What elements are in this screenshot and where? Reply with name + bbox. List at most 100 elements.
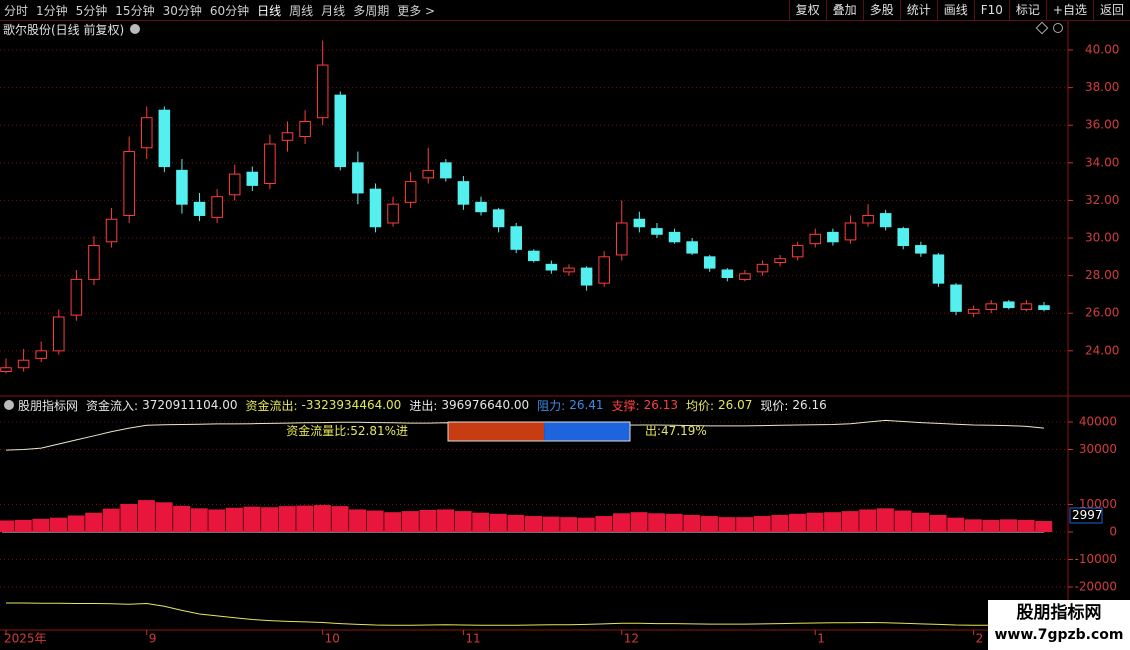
ratio-out-bar [544,422,630,441]
circle-icon[interactable] [1053,23,1063,33]
candle-body [176,169,188,205]
flow-bar [947,517,965,533]
toolbar-button[interactable]: 标记 [1008,0,1046,20]
flow-bar [507,514,525,533]
flow-bar [912,512,930,533]
flow-bar [296,505,314,533]
flow-bar [665,513,683,533]
flow-bar [14,519,32,533]
ratio-out-label: 出:47.19% [645,424,707,438]
flow-bar [753,516,771,533]
candle-body [739,273,751,280]
candle-body [211,196,223,218]
y-tick-label: 36.00 [1085,118,1119,132]
candle-body [1020,303,1033,310]
flow-bar [630,512,648,533]
flow-bar [736,517,754,533]
flow-bar [1017,519,1035,533]
y-tick-label: 34.00 [1085,155,1119,169]
y-tick-label: 30000 [1079,442,1117,456]
flow-bar [225,507,243,533]
candle-body [281,132,294,141]
candle-body [53,316,65,352]
flow-bar [454,511,472,533]
period-tab[interactable]: 1分钟 [36,3,68,18]
header-label: 资金流出: [245,398,298,413]
flow-bar [49,517,67,533]
flow-bar [683,514,701,533]
candle-body [545,263,558,271]
flow-bar [313,505,331,533]
candle-body [844,222,857,241]
period-tab[interactable]: 多周期 [353,3,390,18]
flow-bar [542,516,560,533]
toolbar-button[interactable]: 返回 [1092,0,1130,20]
flow-bar [67,515,85,533]
x-tick-label: 1 [817,632,825,646]
header-value: 26.13 [643,398,678,412]
flow-bar [771,514,789,533]
toolbar-button[interactable]: 画线 [936,0,974,20]
y-tick-label: 30.00 [1085,231,1119,245]
toolbar-button[interactable]: 叠加 [825,0,863,20]
candle-body [369,188,382,228]
header-label: 进出: [409,398,438,413]
period-tab[interactable]: 15分钟 [115,3,155,18]
period-tab[interactable]: 日线 [257,3,282,18]
flow-bar [718,517,736,533]
flow-bar [32,518,50,533]
period-tab[interactable]: 5分钟 [75,3,108,18]
candle-body [105,218,118,243]
candle-body [334,94,347,168]
candle-body [580,267,593,286]
candle-body [140,117,153,149]
flow-bar [243,506,261,533]
candle-body [756,263,769,273]
candle-body [985,303,997,310]
flow-bar [982,519,1000,533]
dropdown-icon[interactable] [4,400,14,410]
flow-bar [489,513,507,533]
y-tick-label: 38.00 [1085,80,1119,94]
flow-bar [102,508,120,533]
toolbar-buttons: 复权 叠加 多股 统计 画线 F10 标记 +自选 返回 [788,0,1130,20]
flow-bar [929,514,947,533]
toolbar-button[interactable]: 复权 [788,0,826,20]
ratio-in-label: 资金流量比:52.81%进 [286,423,408,438]
period-tab[interactable]: 月线 [321,3,346,18]
period-tab[interactable]: 更多 > [397,3,436,18]
y-tick-label: 28.00 [1085,268,1119,282]
y-tick-label: 32.00 [1085,193,1119,207]
flow-bar [876,508,894,533]
x-tick-label: 2025年 [4,632,47,646]
candle-body [422,169,435,179]
period-tab[interactable]: 周线 [289,3,314,18]
toolbar-button[interactable]: 统计 [899,0,937,20]
candle-body [193,201,206,216]
dropdown-icon[interactable] [130,24,141,34]
ratio-frame [447,421,631,442]
candle-body [967,308,980,314]
candle-body [228,173,241,196]
toolbar-button[interactable]: F10 [973,0,1009,20]
header-label: 阻力: [537,398,566,413]
period-tab[interactable]: 60分钟 [209,3,250,18]
candle-body [404,181,417,203]
header-label: 支撑: [611,398,640,413]
candle-body [1038,305,1050,310]
indicator-header: 股朋指标网 资金流入: 3720911104.00 资金流出: -3323934464… [4,397,827,413]
candle-body [264,143,276,185]
header-label: 均价: [685,398,715,413]
candle-body [615,222,628,256]
period-tab[interactable]: 分时 [4,3,29,18]
toolbar-button[interactable]: 多股 [862,0,900,20]
flow-bar [648,513,666,533]
period-tab[interactable]: 30分钟 [162,3,202,18]
y-tick-label: 24.00 [1085,343,1119,357]
x-tick-label: 9 [149,632,157,646]
ratio-in-bar [448,422,545,441]
toolbar-button[interactable]: +自选 [1045,0,1093,20]
diamond-icon[interactable] [1035,21,1049,35]
candle-body [492,209,505,228]
